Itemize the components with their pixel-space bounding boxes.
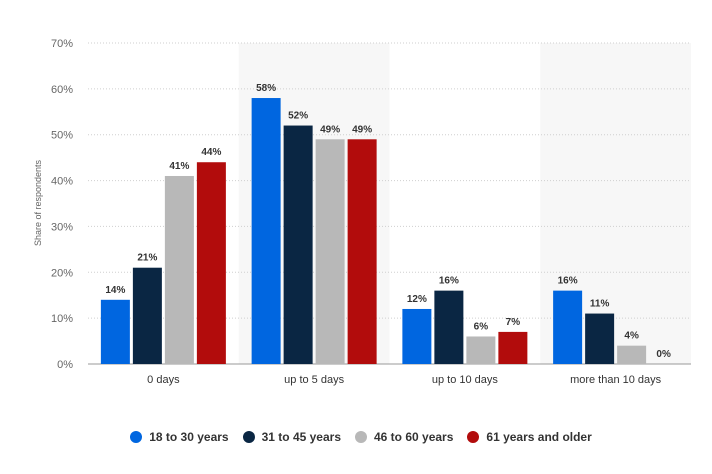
- legend-label: 31 to 45 years: [261, 430, 341, 444]
- legend-swatch-61-older: [467, 431, 480, 443]
- data-label: 14%: [105, 285, 125, 296]
- x-axis-labels: 0 days up to 5 days up to 10 days more than…: [147, 374, 662, 386]
- legend-swatch-31-45: [242, 431, 255, 443]
- bar[interactable]: [434, 290, 464, 364]
- y-tick-label: 20%: [51, 267, 73, 279]
- data-label: 16%: [439, 276, 459, 287]
- bar[interactable]: [283, 125, 313, 365]
- bar[interactable]: [251, 98, 281, 365]
- legend-item-46-60[interactable]: 46 to 60 years: [355, 430, 453, 444]
- bar[interactable]: [164, 175, 194, 364]
- data-label: 0%: [656, 349, 671, 360]
- data-label: 11%: [590, 299, 610, 310]
- y-axis-ticks: 0% 10% 20% 30% 40% 50% 60% 70%: [51, 38, 73, 371]
- data-label: 6%: [474, 321, 489, 332]
- bar[interactable]: [347, 139, 377, 364]
- y-tick-label: 0%: [57, 359, 73, 371]
- bar[interactable]: [498, 331, 528, 364]
- bar[interactable]: [466, 336, 496, 364]
- bar[interactable]: [196, 162, 226, 364]
- data-label: 21%: [137, 253, 157, 264]
- data-label: 49%: [320, 124, 340, 135]
- bar[interactable]: [553, 290, 583, 364]
- legend-item-61-older[interactable]: 61 years and older: [467, 430, 592, 444]
- y-tick-label: 40%: [51, 176, 73, 188]
- y-tick-label: 50%: [51, 130, 73, 142]
- legend-item-31-45[interactable]: 31 to 45 years: [242, 430, 341, 444]
- data-label: 58%: [256, 83, 276, 94]
- data-label: 44%: [201, 147, 221, 158]
- legend-label: 61 years and older: [486, 430, 592, 444]
- bar[interactable]: [315, 139, 345, 364]
- data-label: 41%: [169, 161, 189, 172]
- bar[interactable]: [100, 299, 130, 364]
- bar-chart: 0% 10% 20% 30% 40% 50% 60% 70% Share of respond…: [33, 38, 691, 386]
- y-tick-label: 60%: [51, 84, 73, 96]
- y-tick-label: 30%: [51, 221, 73, 233]
- bar[interactable]: [402, 308, 432, 364]
- legend-item-18-30[interactable]: 18 to 30 years: [130, 430, 229, 444]
- legend-swatch-46-60: [355, 431, 367, 443]
- y-axis-label: Share of respondents: [33, 159, 43, 246]
- legend: 18 to 30 years 31 to 45 years 46 to 60 y…: [0, 428, 712, 446]
- x-category-label: up to 5 days: [284, 374, 344, 386]
- data-labels: 14% 21% 41% 44% 58% 52% 49% 49% 12% 16% 6% 7% 16% 11%…: [105, 83, 671, 360]
- data-label: 49%: [352, 124, 372, 135]
- data-label: 12%: [407, 294, 427, 305]
- y-tick-label: 10%: [51, 313, 73, 325]
- data-label: 7%: [506, 317, 521, 328]
- data-label: 4%: [624, 331, 639, 342]
- data-label: 16%: [558, 276, 578, 287]
- x-category-label: 0 days: [147, 374, 180, 386]
- data-label: 52%: [288, 111, 308, 122]
- legend-label: 46 to 60 years: [374, 430, 454, 444]
- bar[interactable]: [617, 345, 647, 364]
- legend-label: 18 to 30 years: [149, 430, 229, 444]
- bar[interactable]: [132, 267, 162, 364]
- bar[interactable]: [585, 313, 615, 364]
- x-category-label: more than 10 days: [570, 374, 662, 386]
- legend-swatch-18-30: [130, 431, 143, 443]
- x-category-label: up to 10 days: [432, 374, 499, 386]
- bars: [100, 98, 647, 365]
- y-tick-label: 70%: [51, 38, 73, 50]
